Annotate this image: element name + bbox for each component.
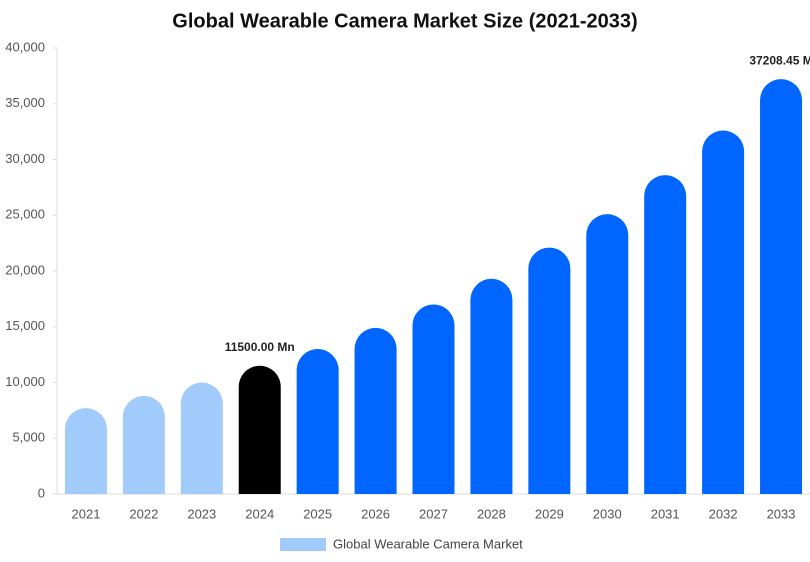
chart-title: Global Wearable Camera Market Size (2021… — [172, 10, 637, 32]
y-tick-label: 20,000 — [5, 262, 45, 277]
bar — [122, 395, 165, 494]
bar — [238, 365, 281, 494]
x-tick-label: 2032 — [709, 506, 738, 521]
bar — [760, 79, 803, 494]
y-tick-label: 25,000 — [5, 207, 45, 222]
x-tick-label: 2030 — [593, 506, 622, 521]
bar — [64, 408, 107, 494]
y-tick-label: 35,000 — [5, 95, 45, 110]
x-tick-label: 2028 — [477, 506, 506, 521]
x-tick-label: 2021 — [72, 506, 101, 521]
bar — [412, 304, 455, 494]
bar — [586, 214, 629, 494]
legend-label: Global Wearable Camera Market — [333, 536, 523, 551]
value-label: 37208.45 M — [749, 53, 810, 67]
y-tick-label: 0 — [38, 485, 45, 500]
bar — [296, 349, 339, 494]
bar — [528, 247, 571, 494]
value-label: 11500.00 Mn — [225, 340, 295, 354]
x-tick-label: 2026 — [361, 506, 390, 521]
x-tick-label: 2024 — [245, 506, 274, 521]
x-tick-label: 2031 — [651, 506, 680, 521]
bar — [470, 278, 513, 494]
bar — [354, 327, 397, 494]
x-tick-label: 2033 — [767, 506, 796, 521]
bar — [644, 175, 687, 495]
legend-swatch — [280, 538, 326, 551]
bar — [180, 382, 223, 494]
bar — [702, 130, 745, 494]
x-tick-label: 2023 — [187, 506, 216, 521]
x-tick-label: 2029 — [535, 506, 564, 521]
y-tick-label: 15,000 — [5, 318, 45, 333]
x-tick-label: 2025 — [303, 506, 332, 521]
y-tick-label: 10,000 — [5, 374, 45, 389]
x-tick-label: 2022 — [129, 506, 158, 521]
x-tick-label: 2027 — [419, 506, 448, 521]
y-tick-label: 40,000 — [5, 39, 45, 54]
y-tick-label: 5,000 — [12, 430, 45, 445]
y-tick-label: 30,000 — [5, 151, 45, 166]
